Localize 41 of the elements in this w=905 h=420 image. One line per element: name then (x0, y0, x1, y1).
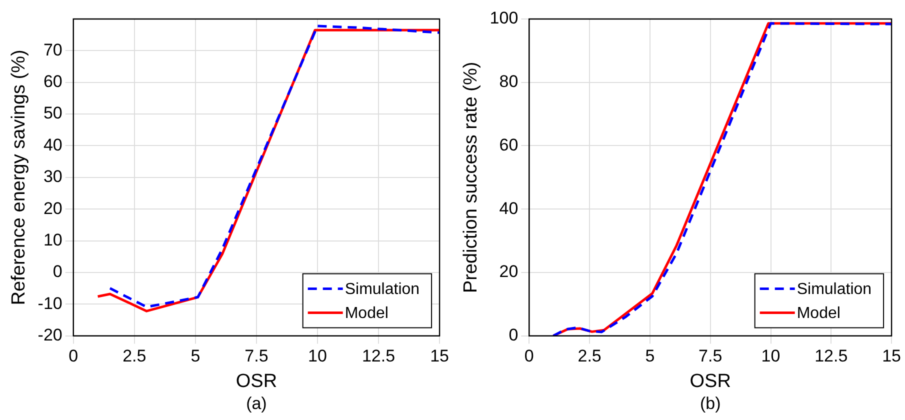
x-tick-label: 12.5 (814, 346, 848, 366)
line-series (552, 22, 892, 336)
y-tick-label: -10 (38, 294, 62, 313)
x-tick-label: 0 (68, 346, 78, 366)
x-tick-label: 7.5 (698, 346, 722, 366)
y-tick-label: 100 (490, 8, 518, 28)
legend-label: Model (344, 305, 388, 322)
y-tick-label: 10 (43, 230, 62, 250)
y-axis-title: Prediction success rate (%) (460, 62, 482, 294)
x-tick-label: 5 (645, 346, 655, 366)
legend-label: Simulation (344, 281, 420, 298)
y-tick-label: 0 (508, 325, 518, 344)
y-tick-label: 0 (52, 262, 62, 282)
y-axis-title: Reference energy savings (%) (8, 50, 30, 306)
y-tick-label: 30 (43, 167, 62, 186)
legend-label: Model (796, 305, 840, 322)
legend-label: Simulation (796, 281, 872, 298)
y-tick-label: 80 (499, 72, 518, 92)
x-tick-label: 2.5 (122, 346, 146, 366)
y-tick-label: 60 (43, 72, 62, 92)
x-tick-label: 10 (761, 346, 780, 366)
text: (b) (700, 394, 721, 414)
text: (a) (246, 394, 267, 414)
y-tick-label: 20 (43, 198, 62, 218)
x-tick-label: 5 (190, 346, 200, 366)
x-axis-title: OSR (690, 370, 731, 392)
x-tick-label: 12.5 (362, 346, 396, 366)
x-tick-label: 10 (308, 346, 327, 366)
x-axis-title: OSR (236, 370, 278, 392)
y-tick-label: 70 (43, 40, 62, 60)
y-tick-label: 60 (499, 135, 518, 154)
x-tick-label: 7.5 (244, 346, 268, 366)
y-tick-label: 40 (43, 135, 62, 154)
y-tick-label: 50 (43, 104, 62, 123)
x-tick-label: 2.5 (578, 346, 602, 366)
y-tick-label: -20 (38, 325, 62, 344)
x-tick-label: 15 (430, 346, 450, 366)
x-tick-label: 0 (524, 346, 534, 366)
y-tick-label: 20 (499, 262, 518, 282)
y-tick-label: 40 (499, 198, 518, 218)
x-tick-label: 15 (882, 346, 902, 366)
